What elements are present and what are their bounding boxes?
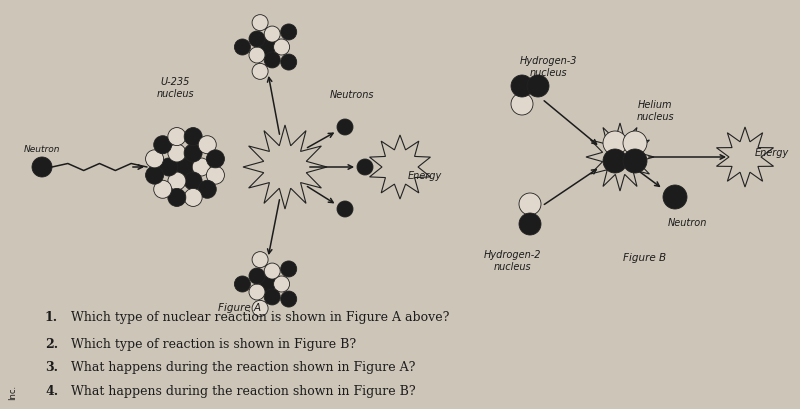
Circle shape <box>264 263 280 279</box>
Circle shape <box>184 189 202 207</box>
Text: Energy: Energy <box>408 171 442 180</box>
Polygon shape <box>370 136 430 200</box>
Circle shape <box>337 120 353 136</box>
Text: Neutron: Neutron <box>667 218 706 227</box>
Circle shape <box>527 76 549 98</box>
Circle shape <box>206 151 225 169</box>
Circle shape <box>519 213 541 236</box>
Circle shape <box>176 159 194 177</box>
Circle shape <box>234 276 250 292</box>
Circle shape <box>511 76 533 98</box>
Text: 1.: 1. <box>45 311 58 324</box>
Text: Helium
nucleus: Helium nucleus <box>636 100 674 121</box>
Circle shape <box>603 150 627 173</box>
Circle shape <box>623 132 647 155</box>
Circle shape <box>264 53 280 69</box>
Circle shape <box>663 186 687 209</box>
Circle shape <box>357 160 373 175</box>
Circle shape <box>337 202 353 218</box>
Polygon shape <box>717 128 774 188</box>
Circle shape <box>603 132 627 155</box>
Circle shape <box>168 173 186 191</box>
Text: Hydrogen-2
nucleus: Hydrogen-2 nucleus <box>483 249 541 271</box>
Circle shape <box>252 16 268 31</box>
Circle shape <box>146 167 163 185</box>
Circle shape <box>252 252 268 268</box>
Circle shape <box>192 159 210 177</box>
Circle shape <box>168 189 186 207</box>
Circle shape <box>160 159 178 177</box>
Circle shape <box>249 284 265 300</box>
Text: Which type of nuclear reaction is shown in Figure A above?: Which type of nuclear reaction is shown … <box>63 311 450 324</box>
Circle shape <box>206 167 225 185</box>
Polygon shape <box>243 126 327 209</box>
Text: Neutron: Neutron <box>24 145 60 154</box>
Circle shape <box>260 40 276 56</box>
Circle shape <box>281 261 297 277</box>
Text: What happens during the reaction shown in Figure B?: What happens during the reaction shown i… <box>63 384 416 398</box>
Circle shape <box>274 40 290 56</box>
Circle shape <box>184 128 202 146</box>
Circle shape <box>281 55 297 71</box>
Circle shape <box>154 136 172 154</box>
Circle shape <box>168 128 186 146</box>
Text: Figure A: Figure A <box>218 302 262 312</box>
Circle shape <box>511 94 533 116</box>
Text: 2.: 2. <box>45 338 58 351</box>
Circle shape <box>168 145 186 162</box>
Circle shape <box>249 268 265 284</box>
Circle shape <box>519 193 541 216</box>
Circle shape <box>281 25 297 41</box>
Text: Figure B: Figure B <box>623 252 666 262</box>
Text: U-235
nucleus: U-235 nucleus <box>156 77 194 99</box>
Text: Energy: Energy <box>755 148 790 157</box>
Text: 3.: 3. <box>45 361 58 373</box>
Text: 4.: 4. <box>45 384 58 398</box>
Circle shape <box>198 181 216 199</box>
Text: What happens during the reaction shown in Figure A?: What happens during the reaction shown i… <box>63 361 415 373</box>
Circle shape <box>623 150 647 173</box>
Circle shape <box>249 48 265 64</box>
Circle shape <box>281 291 297 307</box>
Circle shape <box>252 64 268 80</box>
Circle shape <box>264 27 280 43</box>
Circle shape <box>264 289 280 305</box>
Circle shape <box>260 276 276 292</box>
Circle shape <box>198 136 216 154</box>
Circle shape <box>252 301 268 317</box>
Circle shape <box>184 145 202 162</box>
Circle shape <box>154 181 172 199</box>
Polygon shape <box>586 124 654 191</box>
Text: Hydrogen-3
nucleus: Hydrogen-3 nucleus <box>519 56 577 78</box>
Text: Which type of reaction is shown in Figure B?: Which type of reaction is shown in Figur… <box>63 338 356 351</box>
Circle shape <box>32 157 52 178</box>
Circle shape <box>274 276 290 292</box>
Circle shape <box>146 151 163 169</box>
Text: Neutrons: Neutrons <box>330 90 374 100</box>
Circle shape <box>249 32 265 48</box>
Circle shape <box>184 173 202 191</box>
Circle shape <box>234 40 250 56</box>
Text: Inc.: Inc. <box>8 384 17 399</box>
